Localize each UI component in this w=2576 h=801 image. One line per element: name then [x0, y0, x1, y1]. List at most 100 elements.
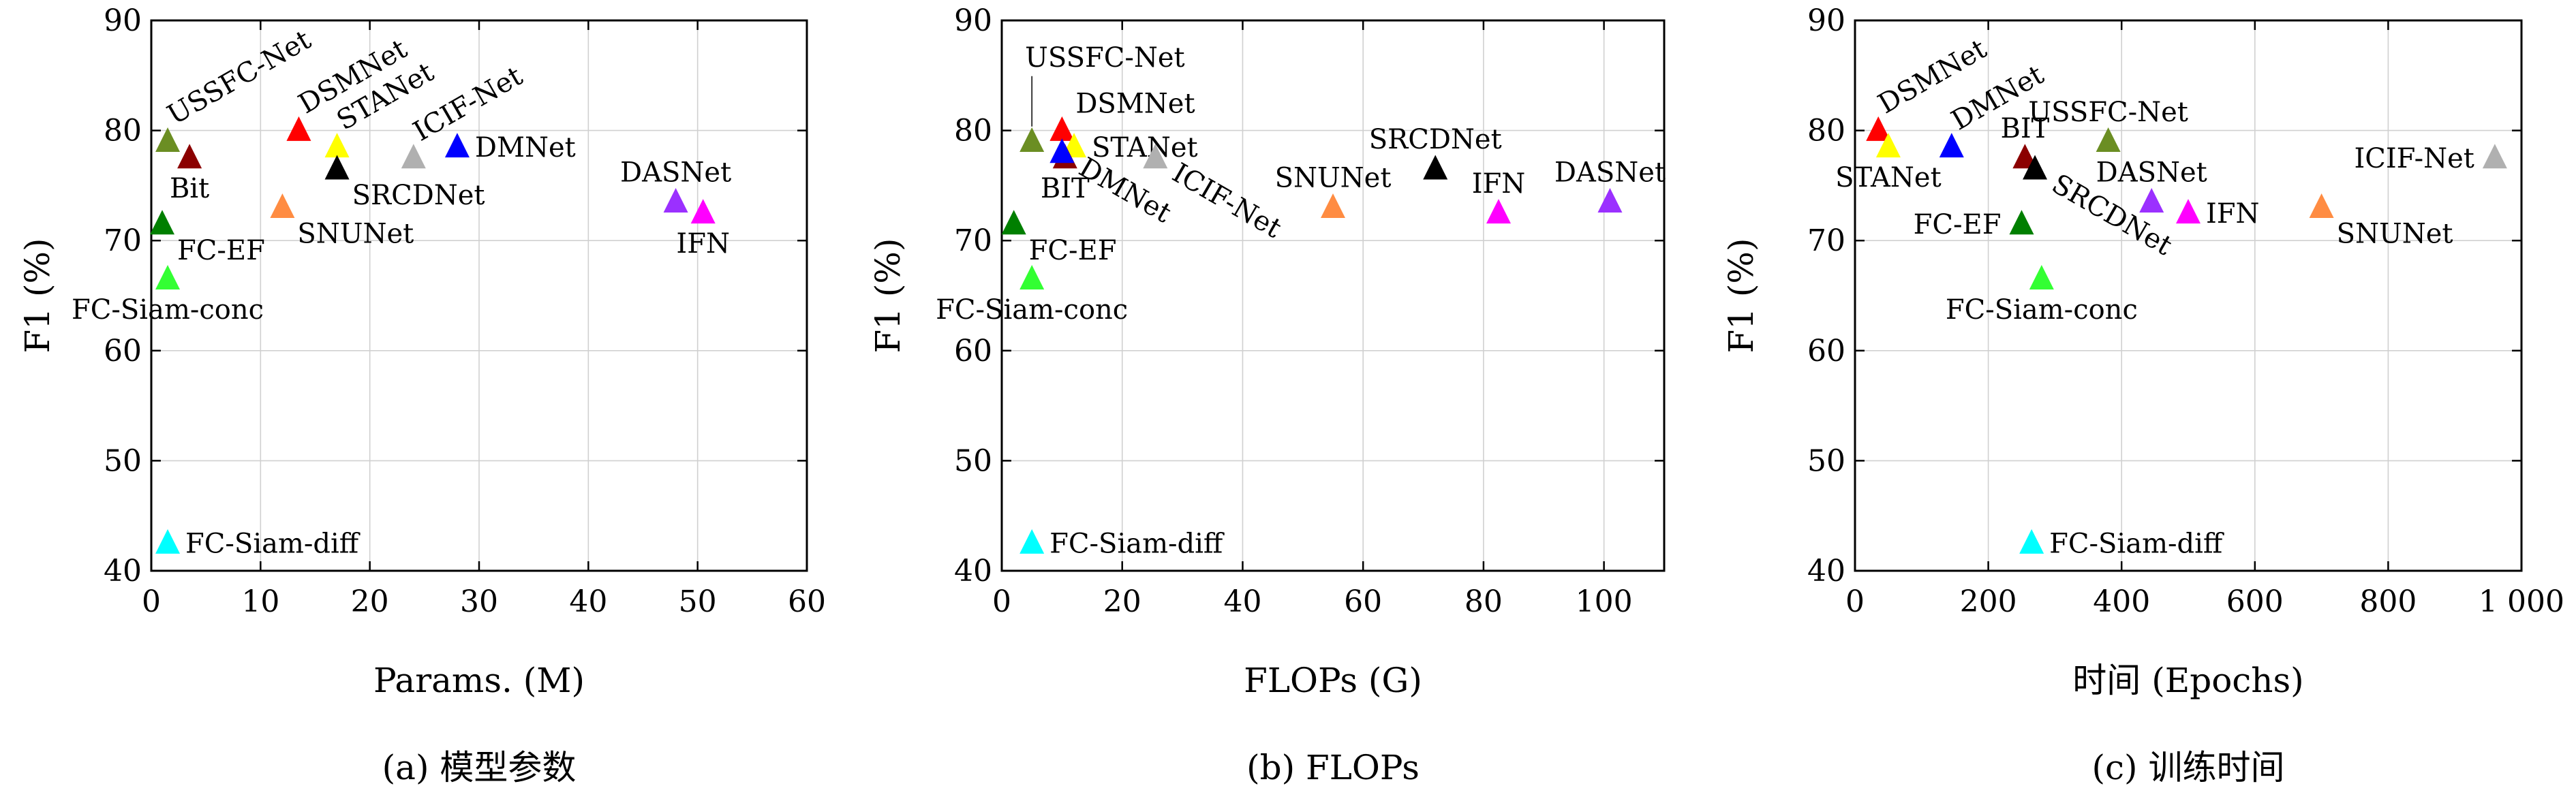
- x-tick-label: 100: [1576, 584, 1633, 619]
- data-point-marker: [150, 210, 175, 235]
- data-point-marker: [1049, 138, 1075, 163]
- x-tick-label: 20: [351, 584, 389, 619]
- data-point-label: FC-Siam-diff: [1049, 529, 1225, 560]
- data-point-label: IFN: [2206, 198, 2260, 230]
- x-axis-label: FLOPs (G): [1244, 661, 1422, 700]
- x-tick-label: 1 000: [2479, 584, 2564, 619]
- data-point-marker: [2009, 210, 2034, 235]
- x-tick-label: 40: [1223, 584, 1261, 619]
- data-point-marker: [690, 199, 716, 224]
- data-point-marker: [2096, 127, 2121, 153]
- x-tick-label: 600: [2226, 584, 2284, 619]
- y-axis-label: F1 (%): [1721, 238, 1761, 354]
- data-point-marker: [1875, 133, 1901, 158]
- data-point-label: USSFC-Net: [2028, 97, 2188, 128]
- data-point-label: FC-EF: [1029, 235, 1117, 266]
- data-point-marker: [324, 133, 350, 158]
- data-point-label: BIT: [2000, 113, 2049, 144]
- data-point-marker: [1001, 210, 1026, 235]
- x-axis-label: 时间 (Epochs): [2072, 661, 2303, 700]
- y-axis-label: F1 (%): [868, 238, 908, 354]
- y-tick-label: 50: [104, 443, 142, 478]
- data-point-label: IFN: [1472, 168, 1526, 200]
- data-point-label: BIT: [1041, 173, 1090, 204]
- data-point-marker: [155, 529, 181, 554]
- data-point-marker: [1019, 265, 1045, 290]
- y-tick-label: 90: [1807, 3, 1845, 38]
- data-point-label: DSMNet: [1075, 89, 1195, 120]
- data-point-marker: [1939, 133, 1964, 158]
- x-tick-label: 0: [1845, 584, 1865, 619]
- y-tick-label: 40: [104, 554, 142, 588]
- y-tick-label: 60: [954, 334, 992, 368]
- data-point-label: Bit: [170, 173, 209, 204]
- data-point-label: SRCDNet: [352, 180, 485, 211]
- data-point-marker: [2176, 199, 2201, 224]
- data-point-label: STANet: [1092, 132, 1198, 163]
- data-point-marker: [155, 265, 181, 290]
- data-point-label: SNUNet: [1275, 163, 1392, 194]
- data-point-label: DASNet: [620, 157, 731, 189]
- x-tick-label: 40: [569, 584, 607, 619]
- data-point-marker: [2012, 144, 2038, 169]
- data-point-label: FC-EF: [1914, 209, 2002, 240]
- data-point-marker: [1143, 144, 1168, 169]
- data-point-label: DASNet: [2096, 157, 2207, 189]
- data-point-marker: [444, 133, 470, 158]
- data-point-label: FC-Siam-conc: [1946, 294, 2138, 326]
- data-point-marker: [1321, 193, 1345, 219]
- data-point-marker: [2029, 265, 2054, 290]
- x-tick-label: 20: [1103, 584, 1141, 619]
- x-tick-label: 80: [1465, 584, 1503, 619]
- data-point-label: FC-Siam-diff: [2049, 529, 2224, 560]
- data-point-marker: [2019, 529, 2044, 554]
- data-point-label: SNUNet: [297, 219, 414, 250]
- panel-caption: (c) 训练时间: [2092, 748, 2285, 787]
- data-point-marker: [286, 116, 311, 141]
- y-axis-label: F1 (%): [18, 238, 57, 354]
- y-tick-label: 60: [104, 334, 142, 368]
- x-tick-label: 200: [1960, 584, 2017, 619]
- x-tick-label: 30: [460, 584, 498, 619]
- data-point-marker: [1486, 199, 1511, 224]
- data-point-marker: [2309, 193, 2334, 219]
- y-tick-label: 70: [954, 223, 992, 258]
- data-point-marker: [1019, 127, 1045, 153]
- data-point-marker: [270, 193, 295, 219]
- data-point-marker: [324, 155, 350, 180]
- data-point-label: FC-EF: [177, 235, 265, 266]
- x-tick-label: 10: [241, 584, 279, 619]
- y-tick-label: 80: [1807, 114, 1845, 148]
- panel-caption: (a) 模型参数: [382, 748, 577, 787]
- y-tick-label: 80: [954, 114, 992, 148]
- data-point-marker: [1423, 155, 1448, 180]
- data-point-label: SNUNet: [2337, 219, 2453, 250]
- y-tick-label: 90: [104, 3, 142, 38]
- x-axis-label: Params. (M): [373, 661, 585, 700]
- data-point-label: STANet: [1835, 162, 1942, 193]
- y-tick-label: 90: [954, 3, 992, 38]
- x-tick-label: 0: [992, 584, 1011, 619]
- chart-panel-3: 0 200 400 600 800 1 000 40 50 60 70 80 90 时间 (Epochs…: [1721, 3, 2564, 787]
- y-tick-label: 40: [954, 554, 992, 588]
- chart-panel-1: 0 10 20 30 40 50 60 40 50 60 70 80 90 Params. (M) F1 (…: [18, 3, 826, 787]
- x-tick-label: 0: [142, 584, 161, 619]
- chart-panel-2: 0 20 40 60 80 100 40 50 60 70 80 90 FLOPs (G) F1 (%) (…: [868, 3, 1666, 787]
- data-point-label: USSFC-Net: [1025, 42, 1184, 74]
- data-point-marker: [1049, 116, 1075, 141]
- data-point-label: IFN: [676, 228, 730, 260]
- data-point-label: ICIF-Net: [2354, 143, 2474, 174]
- data-point-marker: [155, 127, 181, 153]
- y-tick-label: 50: [954, 443, 992, 478]
- y-tick-label: 70: [104, 223, 142, 258]
- data-point-label: FC-Siam-diff: [185, 529, 361, 560]
- data-point-marker: [2023, 155, 2048, 180]
- y-tick-label: 70: [1807, 223, 1845, 258]
- data-point-marker: [1597, 187, 1623, 213]
- data-point-marker: [1866, 116, 1891, 141]
- x-tick-label: 50: [679, 584, 717, 619]
- data-point-marker: [2139, 187, 2164, 213]
- data-point-marker: [177, 144, 202, 169]
- y-tick-label: 50: [1807, 443, 1845, 478]
